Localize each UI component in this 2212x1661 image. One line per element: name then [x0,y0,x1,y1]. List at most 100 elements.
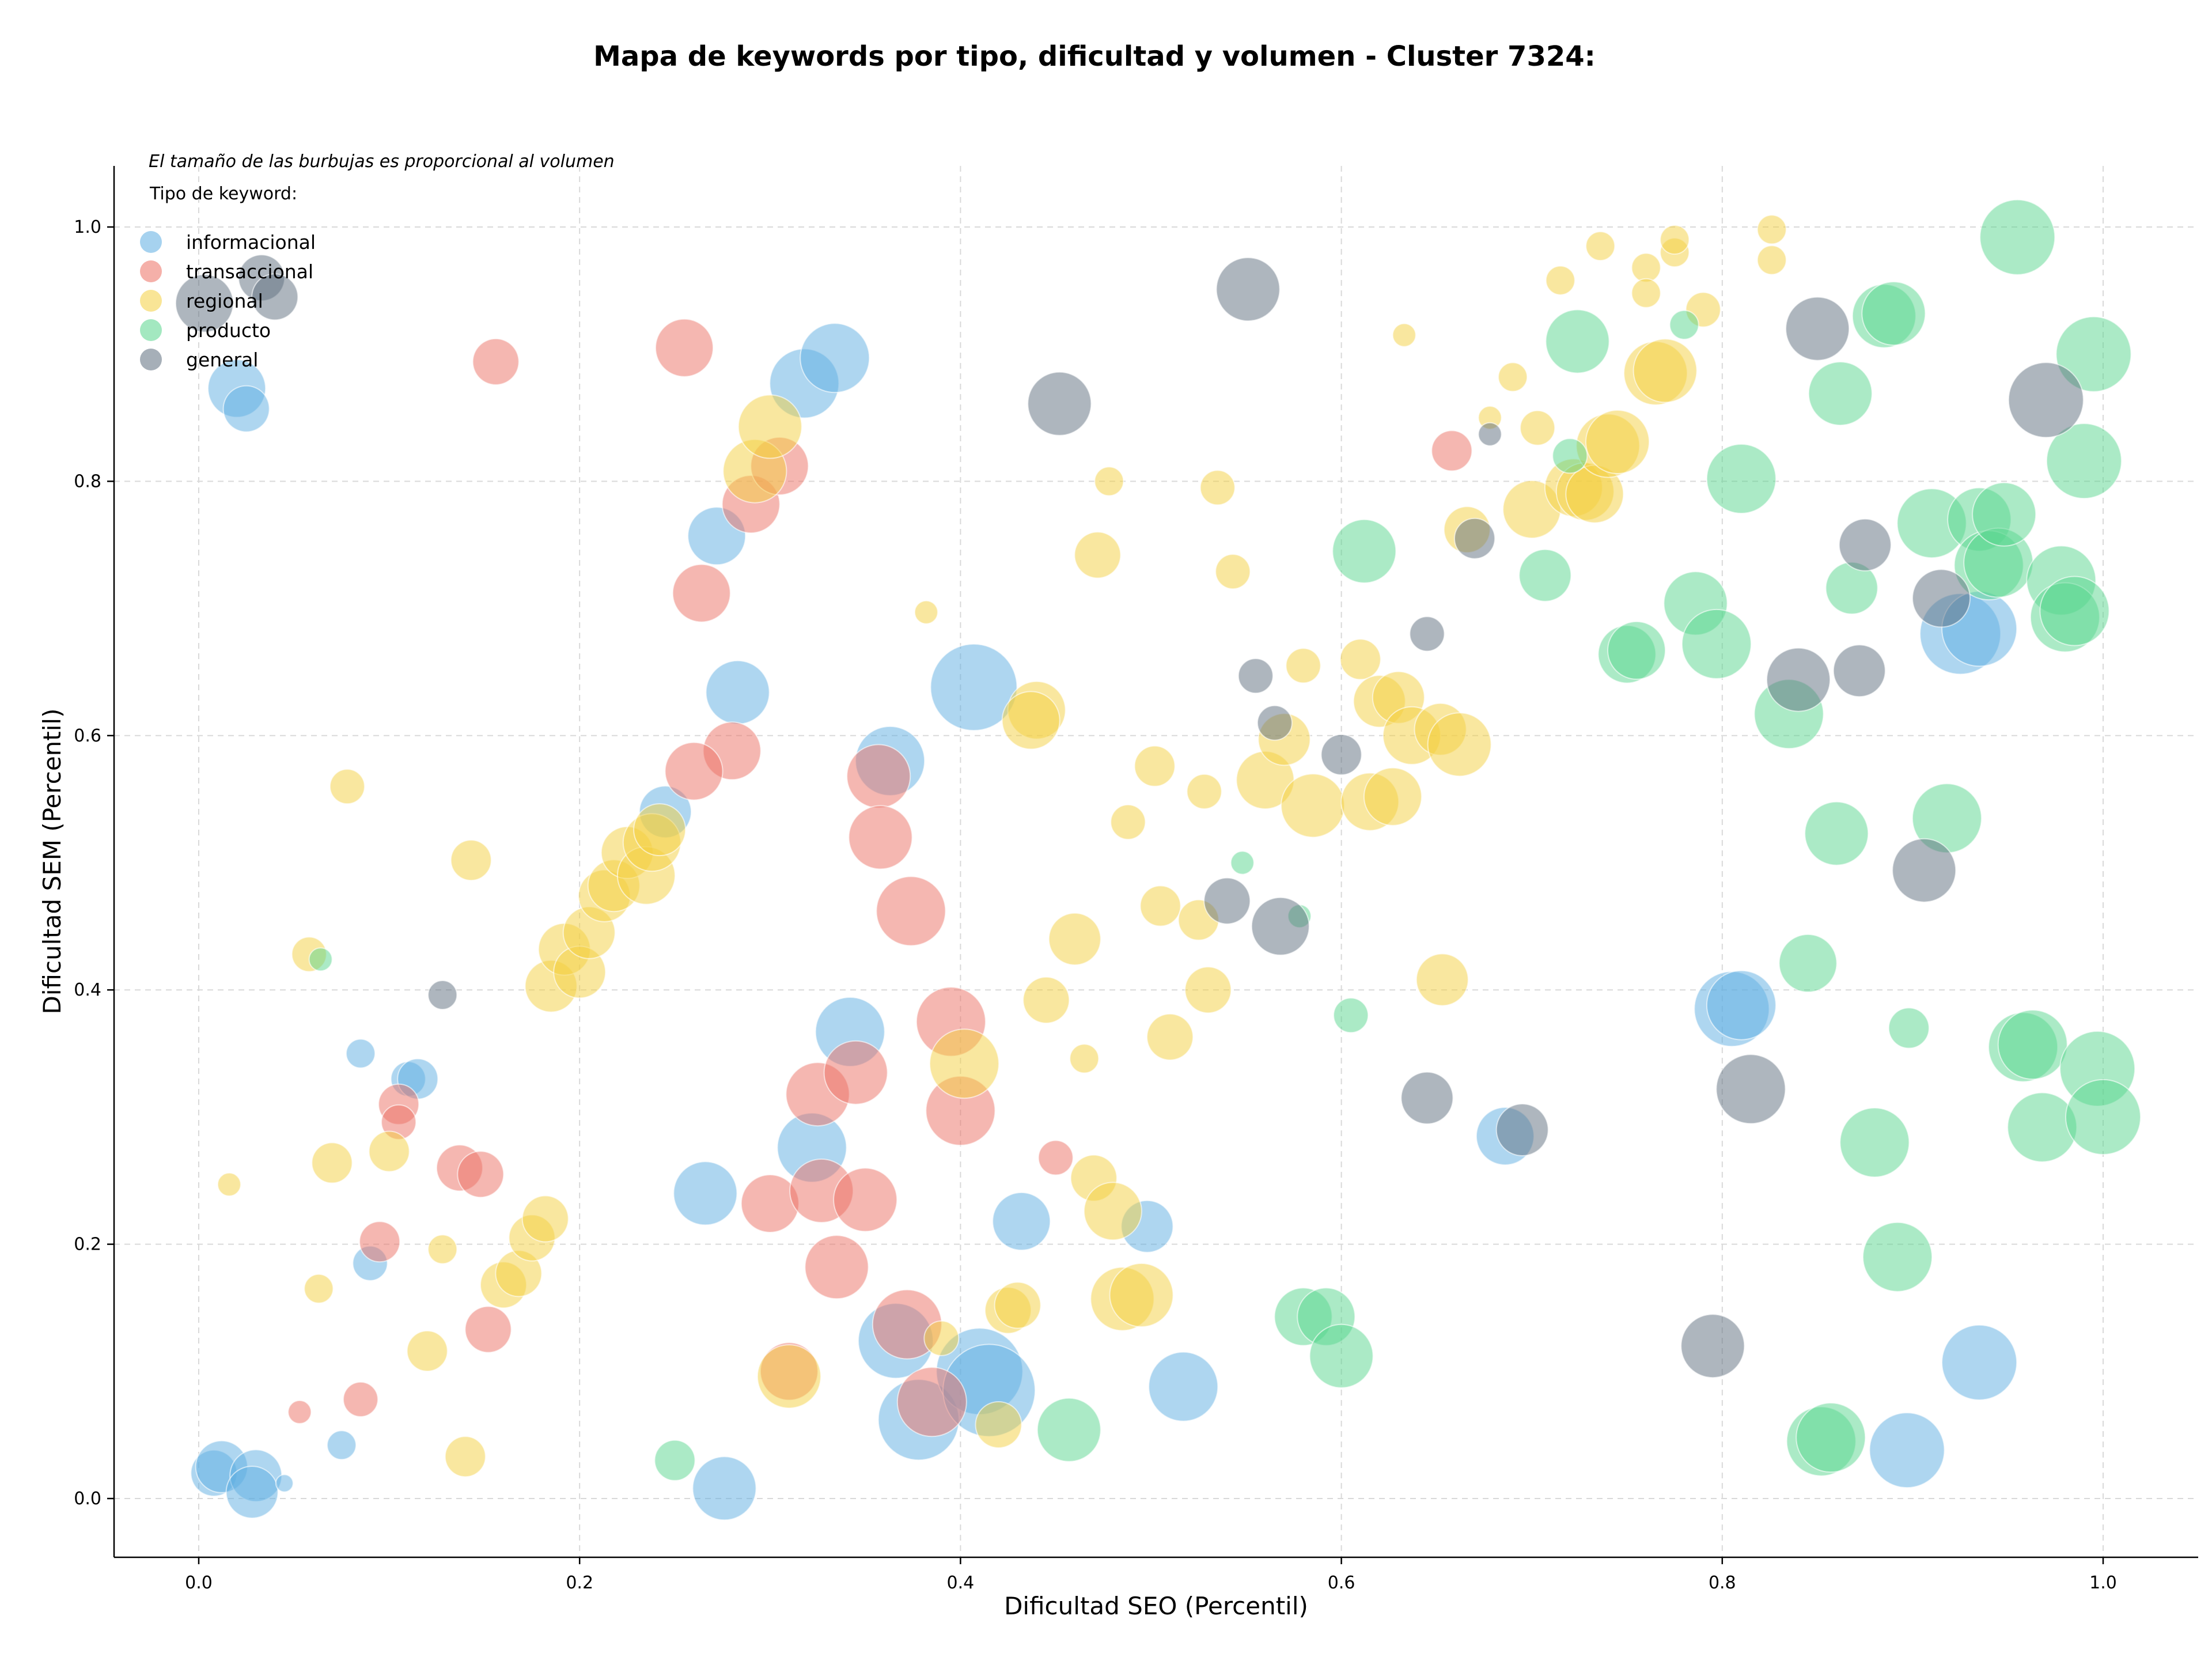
bubble-transaccional [1037,1140,1074,1176]
x-tick-label: 0.2 [566,1573,593,1593]
bubble-general [1409,616,1445,652]
legend-item-transaccional: transaccional [140,260,313,283]
bubble-regional [1756,214,1787,245]
bubble-transaccional [664,741,724,801]
bubble-general [1251,896,1310,956]
bubble-general [1215,257,1281,322]
bubble-general [251,273,299,321]
bubble-producto [1808,361,1873,426]
bubble-regional [368,1130,410,1172]
legend-label: informacional [186,231,316,253]
legend-swatch [140,319,162,341]
bubble-regional [633,803,687,857]
legend-note: El tamaño de las burbujas es proporciona… [149,152,615,172]
bubble-producto [1230,850,1255,875]
bubble-producto [1036,1397,1101,1462]
x-tick-label: 0.6 [1328,1573,1355,1593]
series-regional [217,214,1787,1478]
bubble-regional [1545,265,1575,296]
bubble-producto [1979,199,2056,275]
bubble-regional [1110,804,1146,840]
bubble-producto [1706,444,1777,514]
legend-items: informacional transaccional regional produc… [140,231,316,371]
bubble-regional [311,1142,353,1184]
bubble-regional [1215,554,1251,590]
bubble-regional [1339,638,1381,680]
bubble-regional [1022,976,1070,1024]
bubble-producto [1681,608,1752,679]
bubble-informacional [692,1456,757,1521]
legend-swatch [140,231,162,253]
bubble-general [1785,296,1850,361]
bubble-regional [1094,466,1124,497]
bubble-transaccional [848,805,913,870]
bubble-regional [427,1234,458,1265]
bubble-regional [329,769,365,805]
bubble-regional [1498,362,1528,392]
bubble-transaccional [823,1040,888,1105]
y-tick-label: 0.2 [74,1235,101,1255]
legend-item-informacional: informacional [140,231,316,253]
bubble-producto [1997,1009,2068,1080]
bubble-producto [2039,576,2110,646]
bubble-transaccional [1431,430,1473,472]
bubble-producto [1972,482,2037,547]
bubble-regional [1631,278,1661,308]
bubble-transaccional [464,1306,512,1353]
bubble-transaccional [472,338,520,385]
bubble-general [1680,1314,1745,1379]
bubble-regional [1048,912,1101,966]
bubble-general [1838,518,1892,572]
x-tick-label: 1.0 [2089,1573,2117,1593]
bubble-general [1892,838,1957,903]
bubble-regional [1633,338,1698,403]
bubble-producto [2055,316,2132,392]
bubble-regional [1631,252,1661,283]
bubble-general [1715,1054,1786,1125]
bubble-producto [1332,519,1397,584]
series-general [175,254,2084,1379]
bubble-producto [1861,281,1926,346]
bubble-regional [1199,470,1236,506]
bubble-regional [914,600,938,625]
bubble-transaccional [846,744,911,809]
bubble-informacional [705,660,770,725]
bubble-regional [737,394,802,459]
bubble-regional [1660,225,1690,255]
bubble-regional [1186,773,1222,809]
legend-label: producto [186,319,271,342]
y-tick-label: 0.0 [74,1489,101,1509]
bubble-regional [1109,1262,1174,1327]
bubble-informacional [673,1161,738,1226]
bubble-general [1766,647,1831,712]
bubble-layer [175,199,2141,1521]
bubble-producto [1552,438,1588,474]
legend-label: regional [186,290,263,312]
bubble-general [1027,371,1092,436]
bubble-regional [1520,410,1556,446]
bubble-transaccional [343,1381,378,1417]
bubble-general [1256,705,1293,741]
legend-label: general [186,349,258,371]
legend-swatch [140,260,162,282]
bubble-producto [1804,801,1869,866]
legend-item-regional: regional [140,290,263,312]
bubble-informacional [1148,1351,1219,1422]
legend-label: transaccional [186,260,313,283]
bubble-informacional [222,385,270,433]
x-tick-label: 0.8 [1709,1573,1736,1593]
bubble-regional [1427,712,1492,777]
bubble-informacional [225,1466,279,1519]
bubble-producto [1796,1402,1866,1473]
y-tick-label: 1.0 [74,217,101,237]
x-tick-label: 0.0 [185,1573,213,1593]
bubble-regional [444,1436,486,1478]
bubble-regional [304,1273,334,1304]
x-tick-label: 0.4 [947,1573,975,1593]
bubble-producto [1518,548,1572,602]
bubble-regional [1083,1182,1142,1241]
bubble-regional [929,1028,999,1099]
bubble-regional [450,839,492,881]
bubble-producto [1333,997,1369,1034]
bubble-producto [1545,309,1610,374]
